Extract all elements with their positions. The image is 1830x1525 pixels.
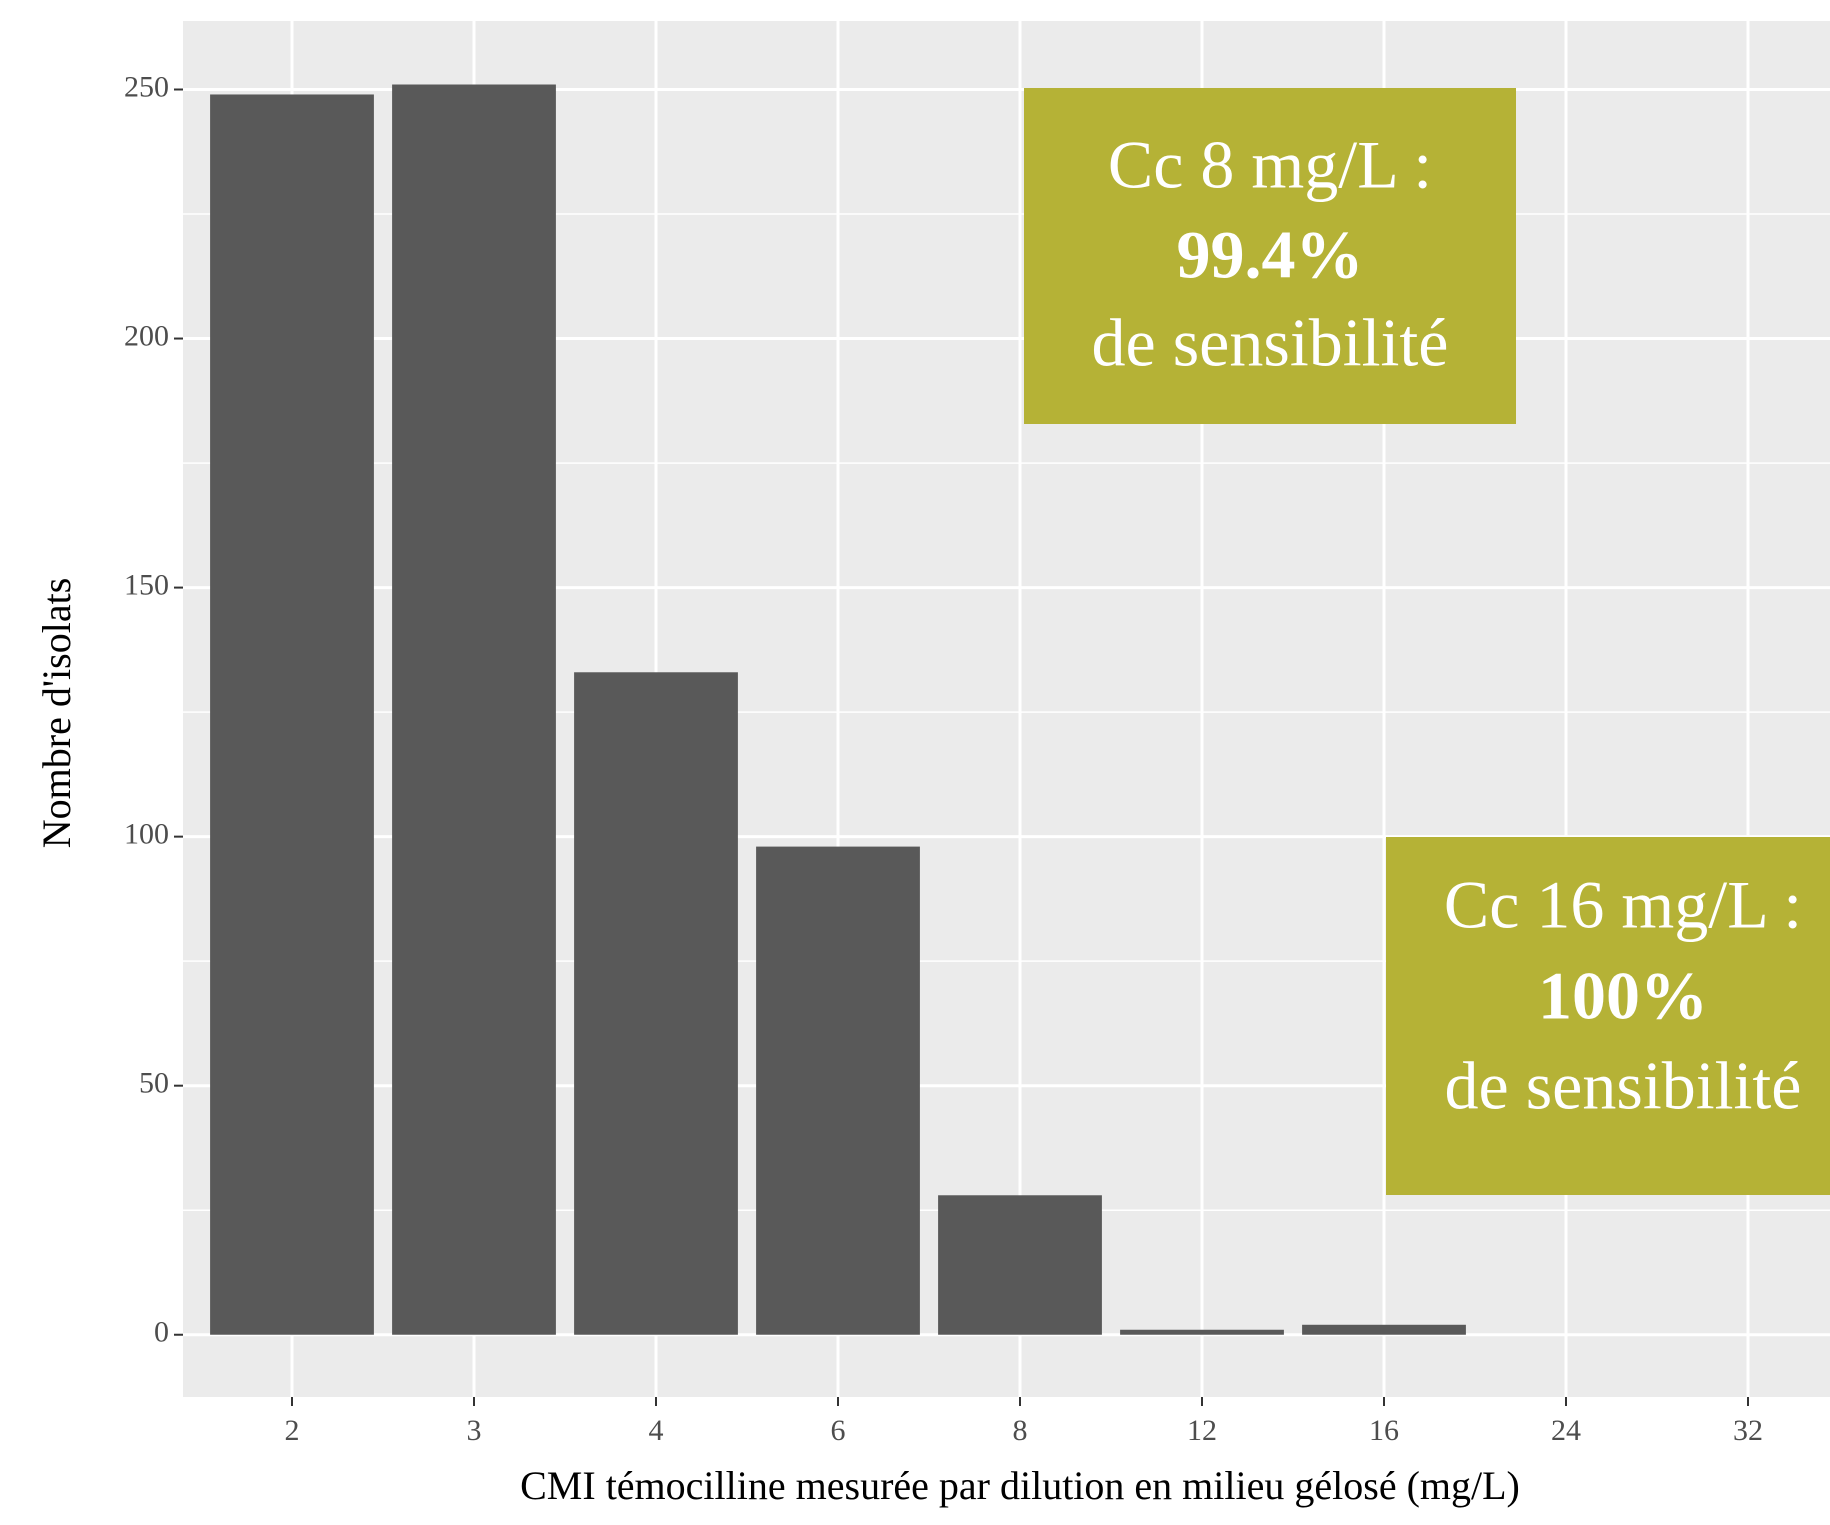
y-tick-label: 250 (124, 70, 169, 103)
y-axis-title: Nombre d'isolats (34, 578, 79, 849)
x-tick-label: 32 (1733, 1414, 1763, 1447)
y-tick-label: 50 (139, 1067, 169, 1100)
x-tick-label: 4 (649, 1414, 664, 1447)
x-tick-label: 12 (1187, 1414, 1217, 1447)
y-tick-label: 0 (154, 1316, 169, 1349)
annotation-text: Cc 16 mg/L : (1444, 867, 1802, 943)
x-tick-label: 8 (1013, 1414, 1028, 1447)
annotation-text: 100% (1538, 958, 1708, 1034)
bar (1120, 1329, 1284, 1335)
bar (574, 672, 738, 1335)
bar (756, 846, 920, 1335)
x-tick-label: 3 (467, 1414, 482, 1447)
y-tick-label: 150 (124, 568, 169, 601)
y-tick-label: 200 (124, 319, 169, 352)
bar (938, 1195, 1102, 1335)
x-tick-label: 6 (831, 1414, 846, 1447)
bar (210, 94, 374, 1335)
annotation-text: de sensibilité (1092, 305, 1449, 381)
bar (392, 84, 556, 1335)
x-axis-title: CMI témocilline mesurée par dilution en … (520, 1463, 1520, 1508)
x-tick-label: 16 (1369, 1414, 1399, 1447)
annotation-text: de sensibilité (1445, 1048, 1802, 1124)
bar (1302, 1324, 1466, 1335)
annotation-text: 99.4% (1177, 217, 1364, 293)
annotation-box (1386, 837, 1830, 1195)
annotation-box (1024, 88, 1516, 424)
y-tick-label: 100 (124, 818, 169, 851)
x-tick-label: 24 (1551, 1414, 1581, 1447)
annotation-text: Cc 8 mg/L : (1108, 127, 1432, 203)
x-tick-label: 2 (285, 1414, 300, 1447)
